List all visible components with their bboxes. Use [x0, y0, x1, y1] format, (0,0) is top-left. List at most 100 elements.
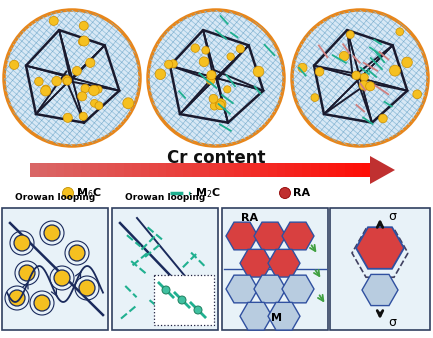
Circle shape — [253, 66, 264, 77]
Circle shape — [360, 73, 368, 81]
Bar — [64, 163, 74, 177]
Bar — [251, 163, 261, 177]
Polygon shape — [370, 156, 395, 184]
Bar — [242, 163, 252, 177]
Bar — [327, 163, 337, 177]
Circle shape — [207, 70, 216, 80]
Bar — [174, 163, 184, 177]
Circle shape — [359, 81, 368, 90]
Circle shape — [69, 245, 85, 261]
Circle shape — [41, 86, 51, 96]
Bar — [47, 163, 56, 177]
Circle shape — [279, 188, 291, 198]
Circle shape — [79, 112, 87, 120]
Circle shape — [413, 90, 422, 99]
Text: Orowan looping: Orowan looping — [15, 193, 95, 202]
Circle shape — [52, 76, 61, 86]
Bar — [98, 163, 107, 177]
Polygon shape — [362, 274, 398, 306]
Polygon shape — [240, 249, 272, 277]
Bar — [362, 163, 371, 177]
Circle shape — [35, 77, 43, 86]
Bar — [319, 163, 329, 177]
Circle shape — [63, 77, 71, 85]
Bar — [166, 163, 175, 177]
Bar — [72, 163, 82, 177]
Polygon shape — [226, 275, 258, 303]
Circle shape — [81, 84, 89, 93]
Circle shape — [62, 76, 71, 85]
Bar — [200, 163, 210, 177]
Polygon shape — [268, 303, 300, 330]
Circle shape — [34, 295, 50, 311]
Bar — [310, 163, 320, 177]
Circle shape — [9, 290, 25, 306]
Bar — [112, 208, 218, 330]
Bar — [140, 163, 150, 177]
Circle shape — [191, 44, 200, 52]
Bar — [217, 163, 226, 177]
Text: σ: σ — [388, 315, 396, 329]
Bar — [336, 163, 346, 177]
Circle shape — [209, 94, 218, 103]
Circle shape — [4, 10, 140, 146]
Bar — [81, 163, 90, 177]
Text: σ: σ — [388, 210, 396, 222]
Polygon shape — [268, 249, 300, 277]
Text: RA: RA — [242, 213, 259, 223]
Circle shape — [10, 60, 19, 69]
Circle shape — [292, 10, 428, 146]
Circle shape — [89, 85, 99, 96]
Circle shape — [79, 280, 95, 296]
Bar — [268, 163, 278, 177]
Bar — [259, 163, 269, 177]
Circle shape — [169, 60, 177, 68]
Bar — [234, 163, 243, 177]
Circle shape — [199, 57, 209, 67]
Circle shape — [210, 102, 218, 110]
Circle shape — [339, 51, 349, 61]
Bar — [330, 208, 430, 330]
Bar — [154, 275, 214, 325]
Circle shape — [365, 82, 375, 91]
Circle shape — [311, 94, 319, 101]
Circle shape — [206, 76, 215, 84]
Circle shape — [194, 306, 202, 314]
Circle shape — [402, 57, 412, 68]
Text: Orowan looping: Orowan looping — [125, 193, 205, 202]
Bar — [132, 163, 142, 177]
Bar — [226, 163, 235, 177]
Circle shape — [42, 85, 50, 93]
Circle shape — [202, 47, 210, 54]
Circle shape — [123, 98, 134, 109]
Circle shape — [86, 58, 95, 67]
Circle shape — [54, 270, 70, 286]
Bar — [302, 163, 311, 177]
Circle shape — [165, 60, 173, 69]
Polygon shape — [282, 275, 314, 303]
Text: RA: RA — [293, 188, 310, 198]
Bar — [209, 163, 218, 177]
Circle shape — [95, 86, 102, 93]
Bar — [285, 163, 294, 177]
Circle shape — [72, 66, 81, 75]
Circle shape — [216, 101, 225, 110]
Circle shape — [346, 31, 354, 39]
Bar — [222, 208, 328, 330]
Circle shape — [315, 68, 324, 76]
Circle shape — [14, 235, 30, 251]
Bar — [158, 163, 167, 177]
Circle shape — [148, 10, 284, 146]
Bar — [345, 163, 354, 177]
Bar — [115, 163, 125, 177]
Polygon shape — [254, 275, 286, 303]
Circle shape — [390, 65, 401, 76]
Circle shape — [79, 21, 88, 30]
Circle shape — [224, 86, 231, 93]
Polygon shape — [226, 222, 258, 250]
Text: M$_2$C: M$_2$C — [195, 186, 221, 200]
Circle shape — [378, 114, 387, 123]
Circle shape — [49, 17, 58, 25]
Bar — [123, 163, 133, 177]
Text: M$_6$C: M$_6$C — [76, 186, 102, 200]
